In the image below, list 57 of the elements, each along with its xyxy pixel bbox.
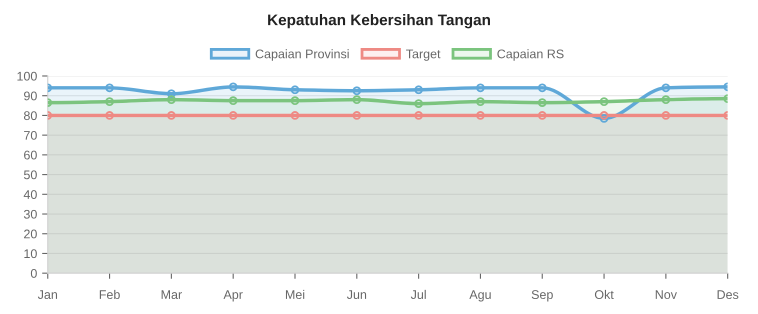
point [476, 111, 485, 120]
point [600, 97, 608, 106]
x-tick-label: Nov [656, 290, 677, 300]
point [600, 114, 608, 123]
y-tick-label: 50 [24, 170, 37, 180]
point [661, 83, 670, 92]
x-tick-label: Apr [223, 290, 243, 302]
y-tick-label: 20 [24, 230, 37, 238]
x-tick-label: Okt [594, 290, 614, 300]
y-tick-label: 80 [24, 111, 37, 120]
x-tick-label: Sep [532, 290, 553, 302]
point [414, 85, 423, 94]
x-tick-label: Jan [38, 290, 58, 300]
point [105, 111, 114, 120]
chart-title: Kepatuhan Kebersihan Tangan [268, 14, 490, 28]
x-tick-label: Mar [162, 290, 182, 300]
x-tick-label: Feb [100, 290, 120, 300]
legend-label: Capaian Provinsi [256, 49, 349, 61]
point [352, 111, 362, 120]
point [167, 111, 176, 120]
x-tick-label: Agu [469, 290, 491, 302]
point [167, 95, 176, 104]
point [352, 95, 362, 104]
point [167, 89, 176, 98]
y-tick-label: 10 [24, 249, 37, 258]
point [661, 95, 670, 104]
point [476, 83, 485, 92]
point [105, 97, 114, 106]
point [538, 111, 547, 120]
point [290, 111, 300, 120]
y-tick-label: 0 [30, 268, 37, 278]
point [476, 97, 485, 106]
point [661, 111, 670, 120]
point [228, 96, 238, 106]
x-tick-label: Mei [286, 290, 304, 300]
point [290, 96, 300, 106]
point [105, 83, 114, 92]
x-tick-label: Des [718, 290, 738, 300]
point [228, 82, 238, 92]
point [538, 83, 547, 92]
legend-label: Capaian RS [497, 49, 564, 61]
point [414, 99, 423, 108]
point [600, 111, 608, 120]
x-tick-label: Jun [346, 290, 366, 300]
y-tick-label: 100 [17, 72, 37, 81]
y-tick-label: 60 [24, 150, 37, 160]
y-tick-label: 70 [24, 130, 37, 140]
point [352, 86, 362, 96]
point [228, 111, 238, 120]
point [414, 111, 423, 120]
x-tick-label: Jul [410, 290, 426, 300]
y-tick-label: 40 [24, 190, 37, 199]
point [538, 98, 547, 107]
y-tick-label: 30 [24, 210, 37, 219]
point [290, 85, 300, 94]
legend-label: Target [406, 50, 440, 61]
y-tick-label: 90 [24, 92, 37, 100]
